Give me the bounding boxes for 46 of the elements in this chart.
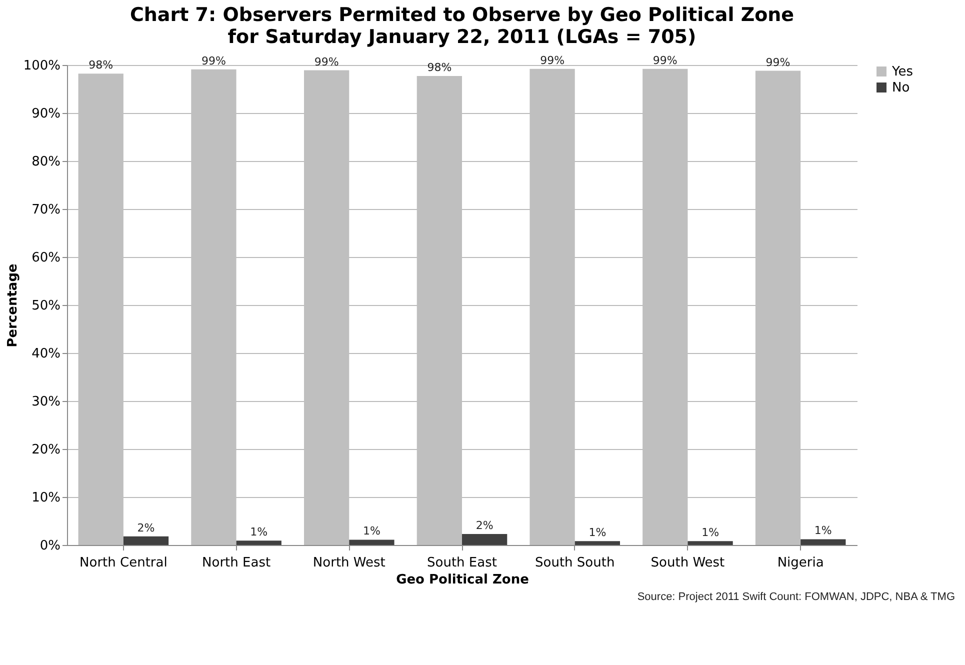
legend-label: No bbox=[892, 80, 910, 96]
data-label: 99% bbox=[314, 55, 339, 68]
data-label: 1% bbox=[250, 526, 268, 539]
bar bbox=[688, 541, 733, 545]
data-label: 98% bbox=[427, 61, 452, 74]
x-tick-label: North East bbox=[202, 556, 271, 570]
data-label: 2% bbox=[137, 521, 155, 534]
chart-title: Chart 7: Observers Permited to Observe by Geo Political Zone bbox=[130, 4, 794, 26]
y-axis-title: Percentage bbox=[5, 264, 20, 348]
x-tick-label: Nigeria bbox=[777, 556, 824, 570]
data-label: 2% bbox=[476, 518, 494, 532]
data-label: 1% bbox=[362, 524, 380, 538]
x-tick-label: South East bbox=[427, 556, 497, 570]
bar bbox=[462, 534, 508, 545]
source-note: Source: Project 2011 Swift Count: FOMWAN, JDPC, NBA & TMG bbox=[636, 591, 955, 603]
y-tick-label: 30% bbox=[32, 394, 60, 410]
x-tick-label: North Central bbox=[80, 556, 168, 570]
bar bbox=[574, 541, 620, 545]
bar bbox=[123, 536, 169, 545]
y-tick-label: 40% bbox=[32, 346, 60, 362]
data-label: 1% bbox=[814, 524, 832, 538]
y-tick-label: 100% bbox=[23, 58, 60, 74]
data-label: 99% bbox=[201, 54, 226, 68]
y-tick-label: 10% bbox=[32, 490, 60, 506]
bar bbox=[349, 540, 394, 545]
x-tick-label: North West bbox=[312, 556, 386, 570]
data-label: 98% bbox=[88, 58, 114, 72]
y-tick-label: 50% bbox=[32, 298, 60, 314]
y-tick-label: 90% bbox=[32, 106, 60, 122]
data-label: 1% bbox=[588, 526, 606, 540]
data-label: 99% bbox=[652, 54, 678, 67]
chart-subtitle: for Saturday January 22, 2011 (LGAs = 705) bbox=[228, 26, 696, 48]
data-label: 99% bbox=[766, 56, 790, 69]
x-axis-title: Geo Political Zone bbox=[396, 572, 530, 588]
x-tick-label: South West bbox=[650, 556, 725, 570]
legend-label: Yes bbox=[891, 64, 914, 80]
data-label: 1% bbox=[702, 526, 720, 540]
y-tick-label: 20% bbox=[32, 442, 60, 458]
data-label: 99% bbox=[540, 54, 565, 67]
y-tick-label: 80% bbox=[32, 154, 60, 170]
y-tick-label: 60% bbox=[32, 250, 60, 266]
bar bbox=[236, 540, 282, 545]
x-tick-label: South South bbox=[535, 556, 615, 570]
bar bbox=[800, 539, 846, 545]
y-tick-label: 0% bbox=[40, 538, 60, 554]
y-tick-label: 70% bbox=[32, 202, 60, 218]
